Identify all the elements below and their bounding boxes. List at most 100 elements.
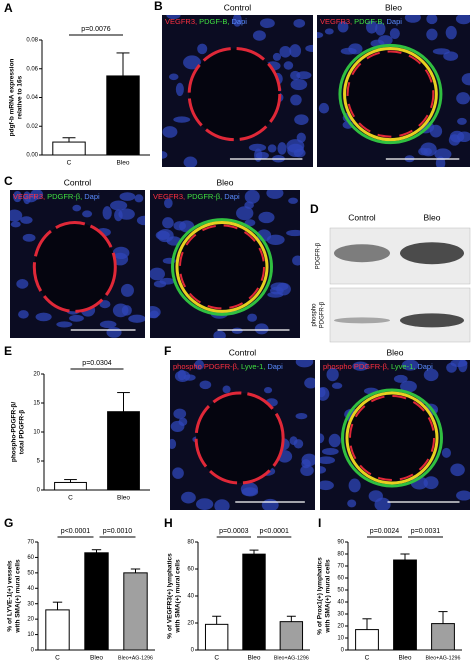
p-value: p=0.0024 [370, 528, 399, 535]
y-tick-label: 70 [27, 540, 34, 546]
bar [242, 553, 266, 651]
y-axis-label: % of LYVE-1(+) vessels [7, 560, 14, 631]
nucleus [172, 467, 184, 479]
column-header: Control [348, 212, 376, 222]
nucleus [20, 216, 33, 224]
nucleus [175, 82, 184, 97]
nucleus [426, 28, 438, 41]
nucleus [240, 482, 258, 496]
y-tick-label: 5 [37, 459, 41, 465]
nucleus [461, 73, 470, 86]
p-value: p<0.0001 [259, 528, 288, 535]
nucleus [183, 156, 198, 167]
column-header: Bleo [423, 212, 440, 222]
x-tick-label: C [67, 160, 72, 167]
nucleus [286, 229, 300, 237]
nucleus [450, 463, 465, 477]
stain-name: Dapi [387, 17, 403, 26]
bar [123, 572, 148, 651]
nucleus [162, 126, 178, 138]
nucleus [162, 217, 174, 229]
micrograph [150, 190, 300, 338]
blot-band [334, 317, 390, 324]
lumen [344, 48, 437, 140]
nucleus [455, 15, 470, 25]
x-tick-label: C [214, 655, 219, 662]
column-header: Bleo [216, 177, 233, 187]
nucleus [244, 201, 254, 209]
nucleus [82, 210, 93, 218]
nucleus [320, 433, 325, 444]
nucleus [401, 360, 419, 371]
micrograph [317, 15, 470, 167]
bar [279, 621, 304, 651]
nucleus [232, 15, 242, 27]
panel-letter: G [4, 516, 13, 530]
nucleus [393, 374, 408, 383]
nucleus [181, 491, 196, 504]
y-tick-label: 0.06 [26, 66, 38, 72]
vessel-wall [194, 391, 285, 485]
nucleus [106, 326, 122, 338]
nucleus [261, 498, 279, 510]
stain-name: phospho PDGFR-β, [173, 362, 239, 371]
lumen [177, 222, 267, 312]
column-header: Control [64, 177, 92, 187]
vessel-wall [341, 388, 443, 488]
y-tick-label: 15 [33, 401, 40, 407]
stain-name: VEGFR3, [153, 192, 185, 201]
y-tick-label: 20 [33, 372, 40, 378]
nucleus [448, 134, 461, 146]
nucleus [328, 433, 341, 448]
panel-letter: B [154, 0, 163, 13]
y-tick-label: 60 [27, 555, 34, 561]
y-tick-label: 50 [337, 588, 344, 594]
y-axis-label: total PDGFR-β [19, 410, 26, 454]
y-tick-label: 40 [27, 586, 34, 592]
p-value: p=0.0076 [81, 26, 110, 33]
column-header: Control [224, 2, 252, 12]
lumen [196, 393, 284, 483]
x-tick-label: C [55, 655, 60, 662]
nucleus [375, 22, 386, 36]
vessel-wall [179, 224, 265, 310]
nucleus [264, 386, 273, 394]
nucleus [272, 52, 281, 61]
nucleus [248, 143, 267, 152]
x-tick-label: Bleo+AG-1296 [118, 655, 153, 661]
y-tick-label: 0 [31, 648, 35, 654]
nucleus [288, 197, 298, 204]
p-value: p=0.0010 [103, 528, 132, 535]
nucleus [153, 280, 167, 288]
y-tick-label: 0 [341, 648, 345, 654]
vessel-wall [171, 218, 273, 316]
nucleus [296, 71, 312, 80]
nucleus [326, 367, 339, 382]
nucleus [347, 499, 357, 508]
nucleus [258, 211, 275, 224]
y-tick-label: 10 [27, 632, 34, 638]
y-tick-label: 20 [27, 617, 34, 623]
panel-letter: E [4, 344, 12, 358]
blot-band [400, 313, 464, 328]
nucleus [456, 490, 470, 501]
nucleus [35, 312, 52, 322]
panel-letter: H [164, 516, 173, 530]
y-axis-label: % of Prox1(+) lymphatics [317, 557, 324, 635]
y-tick-label: 90 [337, 540, 344, 546]
nucleus [121, 305, 132, 316]
vessel-wall [175, 221, 269, 313]
stain-name: PDGFR-β, [47, 192, 82, 201]
nucleus [289, 44, 302, 58]
nucleus [266, 234, 285, 245]
y-tick-label: 0.08 [26, 38, 38, 44]
nucleus [389, 28, 400, 39]
y-tick-label: 50 [27, 570, 34, 576]
y-tick-label: 20 [337, 624, 344, 630]
nucleus [293, 18, 306, 28]
nucleus [168, 73, 179, 81]
column-header: Bleo [385, 2, 402, 12]
column-header: Control [229, 347, 257, 357]
y-tick-label: 30 [337, 612, 344, 618]
vessel-wall [349, 395, 435, 481]
